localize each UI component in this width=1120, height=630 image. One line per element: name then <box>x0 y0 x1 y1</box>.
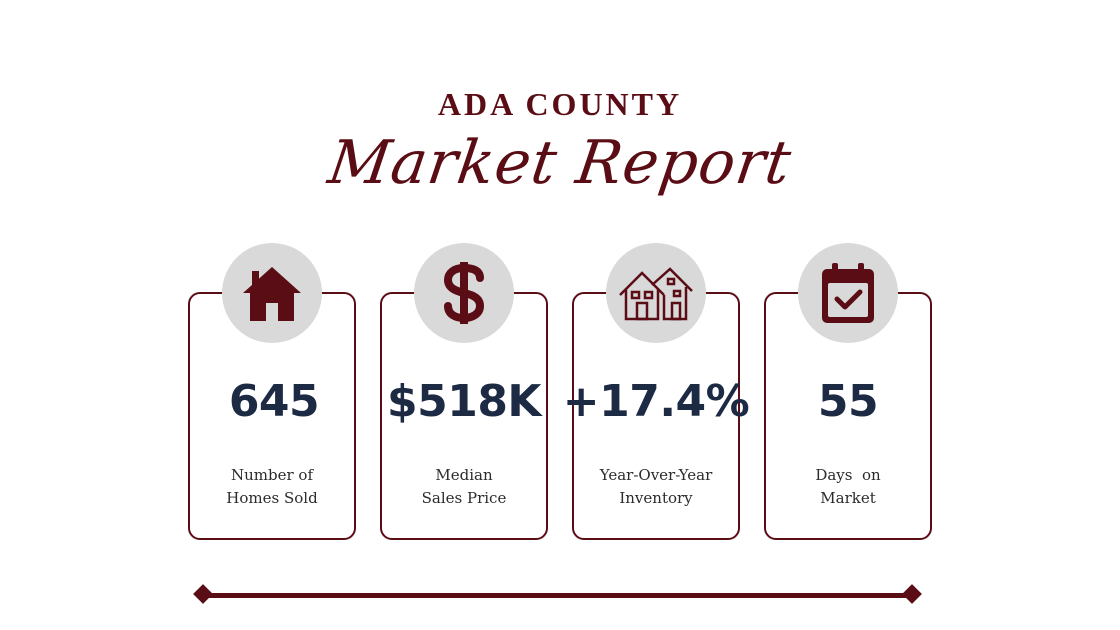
icon-circle <box>414 243 514 343</box>
stat-value: +17.4% <box>562 376 750 427</box>
calendar-check-icon <box>822 263 874 323</box>
stat-label: Median Sales Price <box>421 466 507 507</box>
icon-circle <box>798 243 898 343</box>
stat-label: Year-Over-Year Inventory <box>599 466 713 507</box>
stat-value: 645 <box>228 376 320 427</box>
page-subtitle: Market Report <box>324 128 796 198</box>
stat-value: 55 <box>817 376 879 427</box>
divider-diamond-left <box>193 584 213 604</box>
divider-diamond-right <box>902 584 922 604</box>
house-icon <box>243 267 301 321</box>
stat-label: Days on Market <box>815 466 881 507</box>
houses-icon <box>619 267 693 321</box>
icon-circle <box>222 243 322 343</box>
icon-circle <box>606 243 706 343</box>
stat-label: Number of Homes Sold <box>226 466 318 507</box>
dollar-icon <box>443 262 485 324</box>
stat-value: $518K <box>386 376 542 427</box>
page-title: ADA COUNTY <box>437 86 683 122</box>
bottom-divider <box>202 593 912 598</box>
